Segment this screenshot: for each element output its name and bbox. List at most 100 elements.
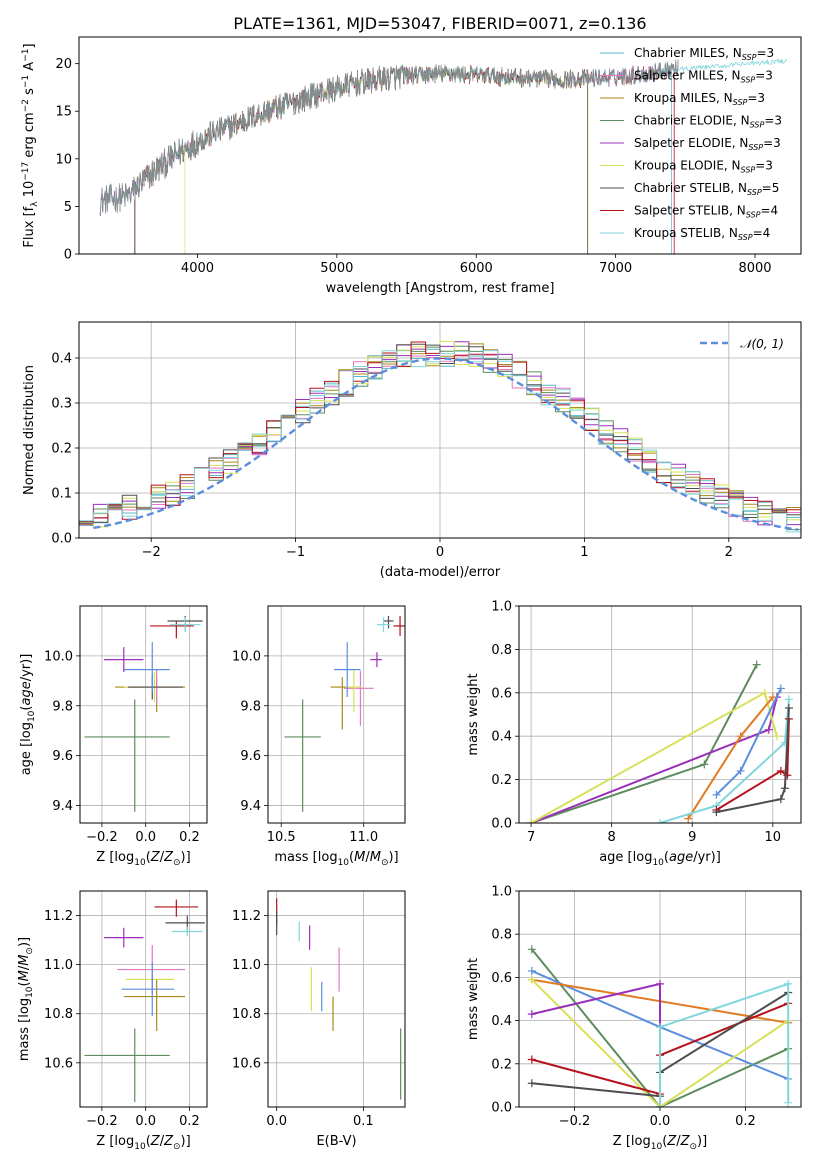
mass-weight-line <box>531 978 789 1107</box>
age-vs-mass-axes: 10.5 11.0 9.4 9.6 9.8 10.0 mass [log10(M/M⊙)] <box>232 605 406 868</box>
x-tick-label: 0.0 <box>135 1114 156 1129</box>
y-tick-label: 10.0 <box>232 649 261 664</box>
y-tick-label: 0.0 <box>491 1101 512 1116</box>
y-tick-label: 11.2 <box>232 909 261 924</box>
x-tick-label: 0 <box>436 545 444 560</box>
figure-title: PLATE=1361, MJD=53047, FIBERID=0071, z=0… <box>233 14 646 33</box>
y-tick-label: 10.0 <box>44 649 73 664</box>
x-tick-label: 0.0 <box>650 1114 671 1129</box>
mass-vs-EBV-axes: 0.0 0.1 10.6 10.8 11.0 11.2 E(B-V) <box>232 890 406 1149</box>
y-tick-label: 0.4 <box>491 730 512 745</box>
spectrum-plot-area <box>99 57 788 254</box>
x-tick-label: 0.1 <box>353 1114 374 1129</box>
axes-frame <box>518 605 802 824</box>
y-tick-label: 9.4 <box>240 799 261 814</box>
weight-vs-Z-axes: −0.2 0.0 0.2 0.0 0.2 0.4 0.6 0.8 1.0 Z [log10(Z/Z… <box>466 885 802 1152</box>
y-tick-label: 0.3 <box>51 397 72 412</box>
legend-label: Kroupa ELODIE, NSSP=3 <box>634 159 773 175</box>
mass-weight-line <box>659 982 790 1107</box>
legend-label: Chabrier ELODIE, NSSP=3 <box>634 114 782 130</box>
y-tick-label: 10.8 <box>232 1007 261 1022</box>
mass-weight-marker <box>700 760 709 769</box>
age-vs-Z-axes: −0.2 0.0 0.2 9.4 9.6 9.8 10.0 Z [log10(Z/Z⊙)] ag… <box>19 605 208 868</box>
x-axis-label: Z [log10(Z/Z⊙)] <box>96 1134 190 1152</box>
y-tick-label: 11.2 <box>44 909 73 924</box>
y-tick-label: 20 <box>55 57 72 72</box>
mass-weight-marker <box>780 784 789 793</box>
mass-vs-Z-panel: −0.2 0.0 0.2 10.6 10.8 11.0 11.2 Z [log10(Z/Z⊙)… <box>17 890 208 1152</box>
mass-weight-marker <box>656 1103 664 1107</box>
y-tick-label: 0.2 <box>491 773 512 788</box>
axes-frame <box>79 605 208 824</box>
mass-weight-marker <box>784 1098 793 1107</box>
y-tick-label: 9.8 <box>240 699 261 714</box>
y-tick-label: 10.6 <box>44 1056 73 1071</box>
age-vs-Z-plot-area <box>84 615 203 812</box>
spectrum-axes: 4000 5000 6000 7000 8000 0 5 10 15 20 wavelength [… <box>21 36 802 296</box>
mass-weight-marker <box>656 979 664 988</box>
legend-label: Salpeter STELIB, NSSP=4 <box>634 204 778 220</box>
model-spectrum-extension <box>657 57 788 75</box>
mass-weight-marker <box>764 725 773 734</box>
x-tick-label: 0.0 <box>266 1114 287 1129</box>
y-tick-label: 0.0 <box>51 532 72 547</box>
residual-hist-plot-area <box>79 340 801 533</box>
mass-weight-marker <box>527 1055 536 1064</box>
legend-label: Salpeter MILES, NSSP=3 <box>634 69 773 85</box>
weight-vs-Z-plot-area <box>527 945 793 1107</box>
y-axis-label: age [log10(age/yr)] <box>19 654 37 776</box>
x-tick-label: −0.2 <box>559 1114 591 1129</box>
legend-label: 𝒩(0, 1) <box>740 337 784 351</box>
x-tick-label: −0.2 <box>86 830 118 845</box>
y-axis-label: Flux [fλ 10−17 erg cm−2 s−1 A−1] <box>21 43 40 247</box>
y-axis-label: mass weight <box>466 958 481 1040</box>
axes-frame <box>267 605 406 824</box>
legend-label: Kroupa MILES, NSSP=3 <box>634 91 765 107</box>
x-tick-label: 1 <box>580 545 588 560</box>
mass-weight-marker <box>752 660 761 669</box>
y-tick-label: 0.2 <box>51 442 72 457</box>
mass-weight-line <box>716 707 790 814</box>
x-tick-label: −0.2 <box>86 1114 118 1129</box>
x-tick-label: −1 <box>286 545 305 560</box>
x-tick-label: 11.0 <box>349 830 378 845</box>
weight-vs-Z-panel: −0.2 0.0 0.2 0.0 0.2 0.4 0.6 0.8 1.0 Z [log10(Z/Z… <box>466 885 802 1152</box>
mass-weight-marker <box>784 695 793 704</box>
legend-label: Chabrier MILES, NSSP=3 <box>634 46 774 62</box>
y-tick-label: 10.6 <box>232 1056 261 1071</box>
x-tick-label: −2 <box>142 545 161 560</box>
spectrum-panel: 4000 5000 6000 7000 8000 0 5 10 15 20 wavelength [… <box>21 36 802 296</box>
y-tick-label: 5 <box>64 200 72 215</box>
y-tick-label: 9.8 <box>52 699 73 714</box>
y-tick-label: 0.8 <box>491 643 512 658</box>
y-tick-label: 0.1 <box>51 487 72 502</box>
y-tick-label: 10 <box>55 152 72 167</box>
weight-vs-age-plot-area <box>527 660 793 823</box>
legend-label: Kroupa STELIB, NSSP=4 <box>634 226 770 242</box>
mass-weight-marker <box>784 703 793 712</box>
y-tick-label: 0.0 <box>491 817 512 832</box>
mass-weight-marker <box>527 975 536 984</box>
x-tick-label: 8 <box>608 830 616 845</box>
mass-weight-marker <box>776 795 785 804</box>
histogram-legend: 𝒩(0, 1) <box>700 337 784 351</box>
x-tick-label: 8000 <box>738 261 771 276</box>
axes-frame <box>78 36 802 255</box>
y-tick-label: 10.8 <box>44 1007 73 1022</box>
y-tick-label: 11.0 <box>232 958 261 973</box>
y-tick-label: 0.4 <box>491 1014 512 1029</box>
mass-weight-marker <box>527 1079 536 1088</box>
model-spectrum-line <box>134 61 675 254</box>
x-tick-label: 7000 <box>599 261 632 276</box>
residual-hist-axes: −2 −1 0 1 2 0.0 0.1 0.2 0.3 0.4 (data-model)/error… <box>22 321 802 580</box>
y-axis-label: Normed distribution <box>22 365 37 495</box>
model-spectrum-line <box>184 64 589 254</box>
x-axis-label: Z [log10(Z/Z⊙)] <box>613 1134 707 1152</box>
x-tick-label: 0.0 <box>135 830 156 845</box>
x-axis-label: (data-model)/error <box>380 565 501 580</box>
y-tick-label: 0.8 <box>491 928 512 943</box>
mass-vs-Z-plot-area <box>84 899 205 1103</box>
mass-vs-Z-axes: −0.2 0.0 0.2 10.6 10.8 11.0 11.2 Z [log10(Z/Z⊙)… <box>17 890 208 1152</box>
